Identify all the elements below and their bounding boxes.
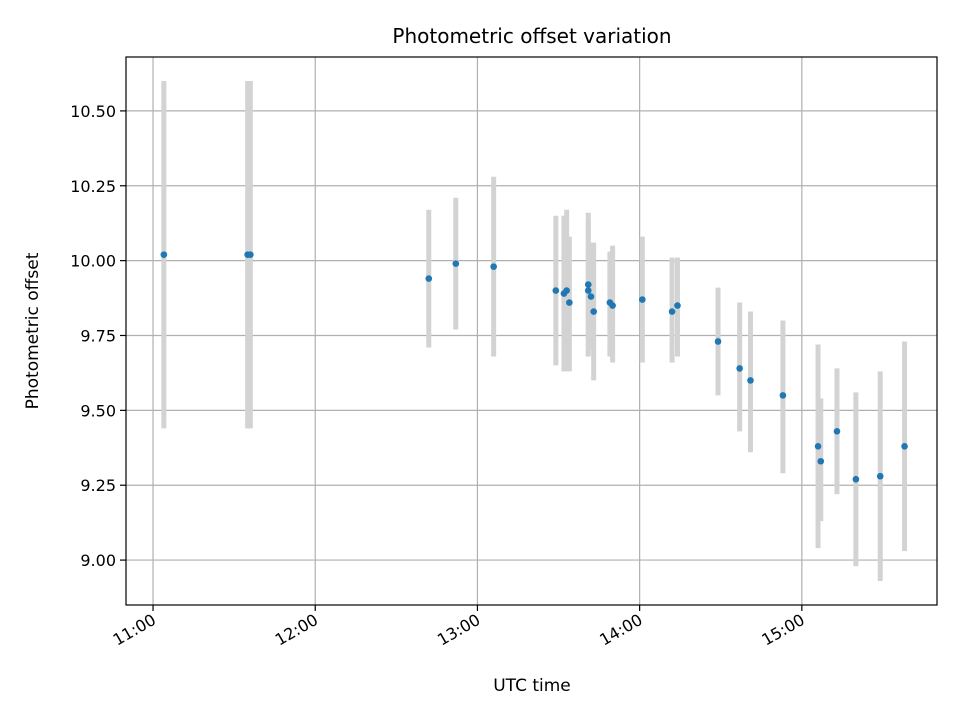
error-bars xyxy=(161,80,908,582)
data-point xyxy=(587,293,595,300)
data-point xyxy=(674,302,681,309)
data-point xyxy=(714,338,722,345)
grid xyxy=(126,57,937,605)
x-tick-label: 15:00 xyxy=(758,610,807,650)
data-point xyxy=(584,287,592,294)
x-tick-label: 14:00 xyxy=(596,610,645,650)
y-tick-label: 9.25 xyxy=(80,476,116,495)
data-point xyxy=(425,275,433,282)
chart-title: Photometric offset variation xyxy=(392,24,671,48)
y-tick-label: 9.00 xyxy=(80,551,116,570)
x-axis-ticks: 11:00 12:00 13:00 14:00 15:00 xyxy=(110,605,808,650)
data-point xyxy=(901,442,908,450)
y-tick-label: 10.25 xyxy=(70,177,116,196)
data-point xyxy=(160,251,168,258)
y-tick-label: 9.50 xyxy=(80,401,116,420)
x-tick-label: 11:00 xyxy=(110,610,159,650)
x-tick-label: 13:00 xyxy=(434,610,483,650)
data-points xyxy=(160,251,908,483)
y-axis-ticks: 9.00 9.25 9.50 9.75 10.00 10.25 10.50 xyxy=(70,102,126,570)
data-point xyxy=(876,472,884,480)
data-point xyxy=(452,260,460,267)
data-point xyxy=(590,308,597,315)
data-point xyxy=(779,392,787,399)
y-tick-label: 10.50 xyxy=(70,102,116,121)
data-point xyxy=(833,428,841,435)
data-point xyxy=(747,377,754,384)
x-tick-label: 12:00 xyxy=(272,610,321,650)
y-tick-label: 9.75 xyxy=(80,326,116,345)
data-point xyxy=(490,263,497,270)
data-point xyxy=(639,296,646,303)
data-point xyxy=(247,251,254,258)
x-axis-title: UTC time xyxy=(493,676,571,696)
data-point xyxy=(814,442,822,450)
data-point xyxy=(552,287,560,294)
y-axis-title: Photometric offset xyxy=(23,252,43,409)
y-tick-label: 10.00 xyxy=(70,252,116,271)
data-point xyxy=(584,281,592,288)
plot-frame xyxy=(125,56,938,606)
data-point xyxy=(563,287,570,294)
data-point xyxy=(566,299,573,306)
data-point xyxy=(817,457,825,465)
data-point xyxy=(852,475,860,483)
data-point xyxy=(609,302,616,309)
data-point xyxy=(668,308,676,315)
data-point xyxy=(736,365,743,372)
